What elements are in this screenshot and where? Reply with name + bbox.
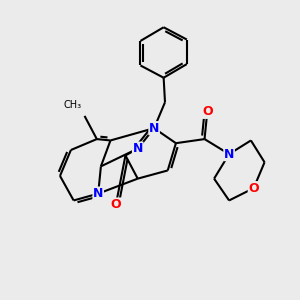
Text: N: N xyxy=(93,187,104,200)
Text: N: N xyxy=(224,148,234,160)
Text: N: N xyxy=(133,142,143,155)
Text: O: O xyxy=(248,182,259,195)
Text: O: O xyxy=(202,105,213,118)
Text: CH₃: CH₃ xyxy=(63,100,81,110)
Text: O: O xyxy=(111,198,121,211)
Text: N: N xyxy=(149,122,159,135)
